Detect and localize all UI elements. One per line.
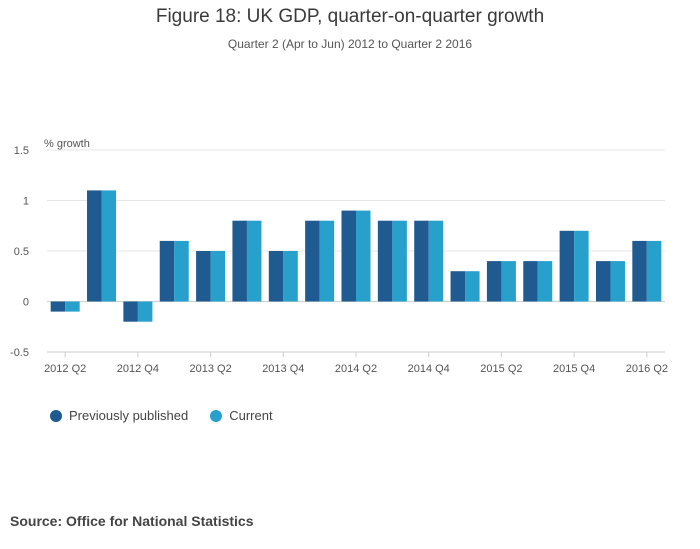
- x-tick-label: 2014 Q4: [408, 363, 450, 375]
- bar-current: [610, 261, 625, 302]
- chart-title: Figure 18: UK GDP, quarter-on-quarter gr…: [155, 6, 545, 27]
- legend-label-previously-published: Previously published: [69, 408, 189, 423]
- bar-previously-published: [268, 251, 284, 302]
- x-tick-label: 2014 Q2: [335, 363, 377, 375]
- bar-previously-published: [341, 210, 356, 302]
- bar-previously-published: [595, 261, 611, 302]
- y-tick-label: 1: [23, 196, 29, 208]
- bar-current: [465, 271, 480, 302]
- x-tick-label: 2013 Q2: [189, 363, 231, 375]
- bar-current: [137, 301, 153, 322]
- x-tick-label: 2012 Q2: [44, 363, 86, 375]
- legend-swatch-current: [210, 409, 223, 422]
- x-tick-label: 2015 Q4: [553, 363, 595, 375]
- x-tick-label: 2013 Q4: [262, 363, 304, 375]
- bar-previously-published: [123, 301, 138, 322]
- bar-current: [646, 240, 662, 302]
- bar-current: [174, 240, 189, 302]
- bar-previously-published: [305, 220, 320, 302]
- bar-current: [210, 251, 226, 302]
- bar-current: [574, 230, 589, 302]
- y-tick-label: 1.5: [14, 145, 29, 157]
- bar-previously-published: [559, 230, 575, 302]
- bar-previously-published: [50, 301, 66, 312]
- legend-item-previously-published[interactable]: Previously published: [50, 408, 188, 423]
- y-tick-label: 0: [23, 297, 29, 309]
- bar-current: [501, 261, 516, 302]
- bar-current: [246, 220, 262, 302]
- y-tick-label: 0.5: [14, 246, 29, 258]
- bar-current: [283, 251, 298, 302]
- bar-previously-published: [196, 251, 211, 302]
- bar-current: [65, 301, 80, 312]
- legend: Previously published Current: [50, 408, 273, 423]
- bar-previously-published: [377, 220, 393, 302]
- legend-label-current: Current: [229, 408, 273, 423]
- bar-current: [356, 210, 371, 302]
- x-tick-label: 2016 Q2: [626, 363, 668, 375]
- y-tick-label: -0.5: [10, 347, 29, 359]
- x-tick-label: 2012 Q4: [117, 363, 159, 375]
- bar-current: [537, 261, 553, 302]
- bar-current: [392, 220, 407, 302]
- x-tick-label: 2015 Q2: [480, 363, 522, 375]
- legend-item-current[interactable]: Current: [210, 408, 273, 423]
- legend-swatch-previously-published: [50, 409, 62, 422]
- bar-previously-published: [632, 240, 647, 302]
- bar-current: [319, 220, 335, 302]
- bar-previously-published: [486, 261, 502, 302]
- source-note: Source: Office for National Statistics: [10, 513, 254, 529]
- y-axis-label: % growth: [44, 138, 90, 150]
- bar-previously-published: [87, 190, 102, 302]
- bar-previously-published: [159, 240, 175, 302]
- bar-previously-published: [523, 261, 538, 302]
- bar-previously-published: [414, 220, 429, 302]
- bar-current: [428, 220, 444, 302]
- bar-current: [101, 190, 117, 302]
- bar-previously-published: [232, 220, 247, 302]
- bar-previously-published: [450, 271, 466, 302]
- bar-chart: -0.5 0 0.5 1 1.5 % growth 2012 Q2 2012 Q4 2013 Q…: [10, 138, 668, 375]
- chart-subtitle: Quarter 2 (Apr to Jun) 2012 to Quarter 2…: [227, 37, 473, 51]
